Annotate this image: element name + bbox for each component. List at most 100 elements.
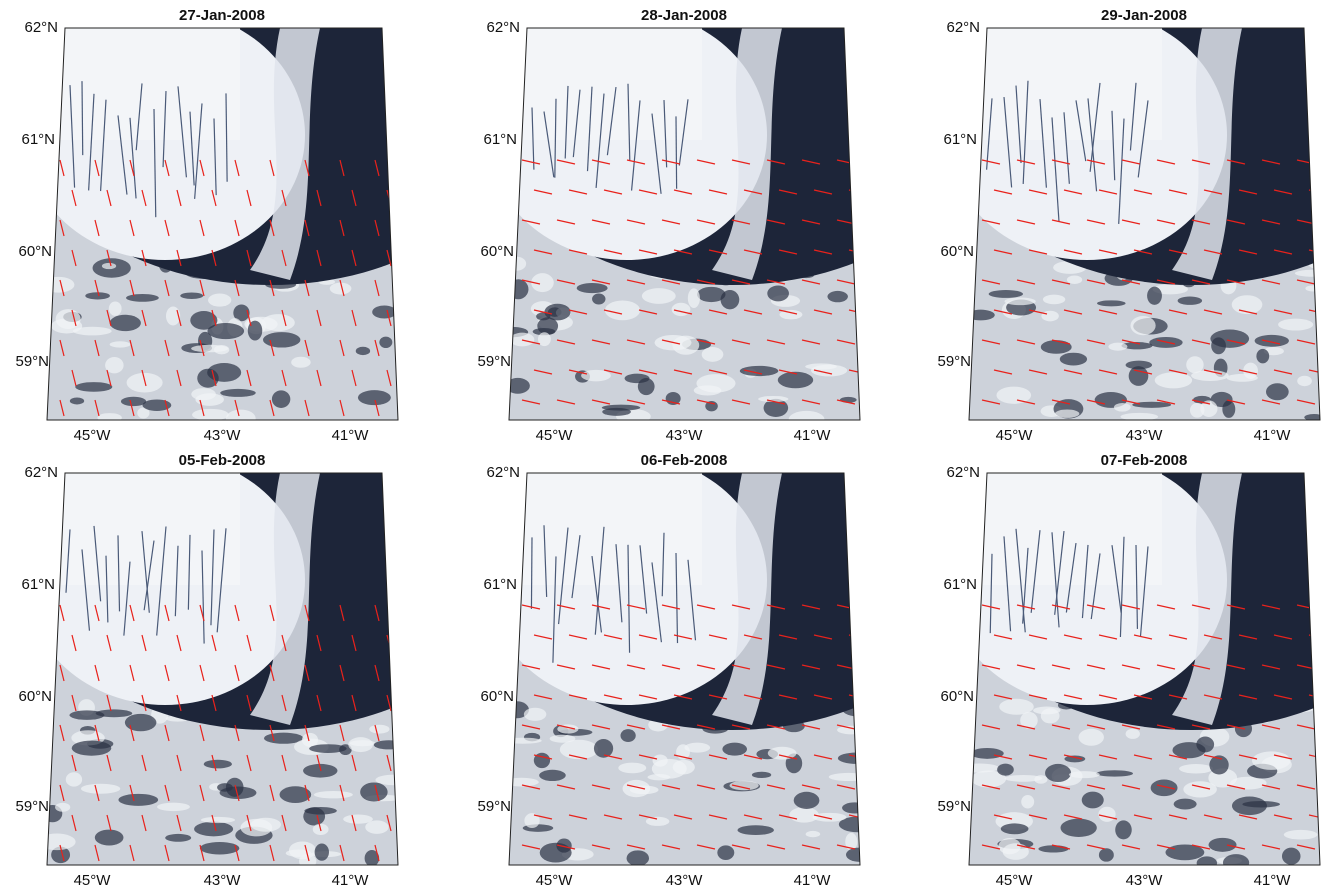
cloud-patch bbox=[997, 764, 1014, 776]
cloud-patch bbox=[191, 345, 228, 352]
cloud-patch bbox=[752, 772, 771, 778]
cloud-patch bbox=[1227, 374, 1258, 382]
cloud-patch bbox=[767, 285, 789, 301]
cloud-patch bbox=[102, 263, 116, 269]
cloud-patch bbox=[789, 411, 825, 428]
lon-label: 45°W bbox=[536, 427, 574, 444]
fjord bbox=[676, 116, 677, 188]
cloud-patch bbox=[201, 817, 235, 823]
cloud-patch bbox=[996, 387, 1031, 404]
cloud-patch bbox=[1186, 356, 1203, 373]
cloud-patch bbox=[1190, 403, 1205, 418]
lat-label: 60°N bbox=[940, 243, 974, 260]
map-panel bbox=[25, 400, 515, 875]
cloud-patch bbox=[208, 294, 231, 307]
lat-label: 61°N bbox=[21, 576, 55, 593]
map-panel bbox=[25, 0, 515, 430]
cloud-patch bbox=[1004, 298, 1035, 306]
cloud-patch bbox=[738, 825, 774, 835]
cloud-patch bbox=[302, 733, 318, 747]
cloud-patch bbox=[1297, 376, 1312, 386]
cloud-patch bbox=[109, 301, 122, 315]
cloud-patch bbox=[684, 743, 710, 753]
cloud-patch bbox=[837, 726, 865, 735]
cloud-patch bbox=[838, 753, 876, 764]
map-panel bbox=[487, 0, 977, 430]
panel-title: 29-Jan-2008 bbox=[1101, 7, 1187, 24]
cloud-patch bbox=[1033, 707, 1061, 715]
cloud-patch bbox=[304, 807, 336, 815]
cloud-patch bbox=[1252, 751, 1291, 770]
lon-label: 45°W bbox=[996, 872, 1034, 887]
cloud-patch bbox=[70, 397, 84, 404]
cloud-patch bbox=[1126, 361, 1152, 370]
cloud-patch bbox=[967, 310, 995, 321]
cloud-patch bbox=[1305, 285, 1320, 291]
cloud-patch bbox=[560, 740, 598, 759]
cloud-patch bbox=[504, 738, 542, 744]
map-panel bbox=[947, 0, 1325, 430]
lat-label: 62°N bbox=[946, 19, 980, 36]
cloud-patch bbox=[1151, 780, 1178, 797]
cloud-patch bbox=[717, 845, 734, 860]
cloud-patch bbox=[1232, 796, 1267, 815]
cloud-patch bbox=[95, 830, 124, 846]
cloud-patch bbox=[999, 699, 1034, 715]
cloud-patch bbox=[1196, 736, 1214, 752]
cloud-patch bbox=[827, 291, 847, 302]
cloud-patch bbox=[602, 405, 641, 411]
cloud-patch bbox=[806, 831, 821, 837]
lat-label: 59°N bbox=[477, 353, 511, 370]
cloud-patch bbox=[374, 740, 404, 749]
cloud-patch bbox=[618, 763, 646, 774]
lat-label: 62°N bbox=[486, 464, 520, 481]
cloud-patch bbox=[989, 290, 1023, 298]
cloud-patch bbox=[262, 314, 295, 331]
cloud-patch bbox=[314, 791, 353, 798]
cloud-patch bbox=[291, 357, 311, 368]
cloud-patch bbox=[581, 370, 611, 382]
map-panel bbox=[487, 400, 977, 875]
lat-label: 61°N bbox=[483, 576, 517, 593]
lat-label: 61°N bbox=[943, 131, 977, 148]
cloud-patch bbox=[1108, 343, 1127, 351]
cloud-patch bbox=[343, 814, 373, 823]
lon-label: 43°W bbox=[666, 427, 704, 444]
lon-label: 41°W bbox=[794, 872, 832, 887]
lat-label: 62°N bbox=[24, 464, 58, 481]
lon-label: 45°W bbox=[74, 427, 112, 444]
lon-label: 43°W bbox=[666, 872, 704, 887]
cloud-patch bbox=[722, 743, 747, 756]
cloud-patch bbox=[1256, 349, 1269, 364]
cloud-patch bbox=[1060, 353, 1087, 366]
lon-label: 41°W bbox=[332, 872, 370, 887]
cloud-patch bbox=[105, 357, 124, 373]
cloud-patch bbox=[959, 763, 999, 772]
cloud-patch bbox=[504, 778, 539, 787]
cloud-patch bbox=[207, 323, 244, 339]
cloud-patch bbox=[673, 760, 695, 775]
lat-label: 61°N bbox=[483, 131, 517, 148]
cloud-patch bbox=[594, 739, 613, 758]
cloud-patch bbox=[1060, 819, 1096, 837]
figure: 27-Jan-200862°N61°N60°N59°N45°W43°W41°W2… bbox=[0, 0, 1325, 887]
cloud-patch bbox=[1282, 848, 1301, 865]
cloud-patch bbox=[1064, 756, 1085, 763]
cloud-patch bbox=[621, 729, 636, 742]
ice-sheet bbox=[962, 20, 1162, 140]
cloud-patch bbox=[1079, 729, 1104, 746]
cloud-patch bbox=[1115, 820, 1132, 839]
cloud-patch bbox=[642, 288, 676, 304]
cloud-patch bbox=[1284, 830, 1318, 840]
panel-title: 07-Feb-2008 bbox=[1101, 452, 1188, 469]
lat-label: 60°N bbox=[18, 688, 52, 705]
cloud-patch bbox=[379, 337, 392, 348]
cloud-patch bbox=[56, 309, 81, 329]
cloud-patch bbox=[694, 385, 722, 395]
cloud-patch bbox=[1126, 729, 1140, 739]
fjord bbox=[82, 81, 83, 155]
cloud-patch bbox=[638, 378, 655, 395]
cloud-patch bbox=[539, 770, 566, 781]
cloud-patch bbox=[648, 774, 671, 780]
ice-sheet bbox=[40, 20, 240, 140]
